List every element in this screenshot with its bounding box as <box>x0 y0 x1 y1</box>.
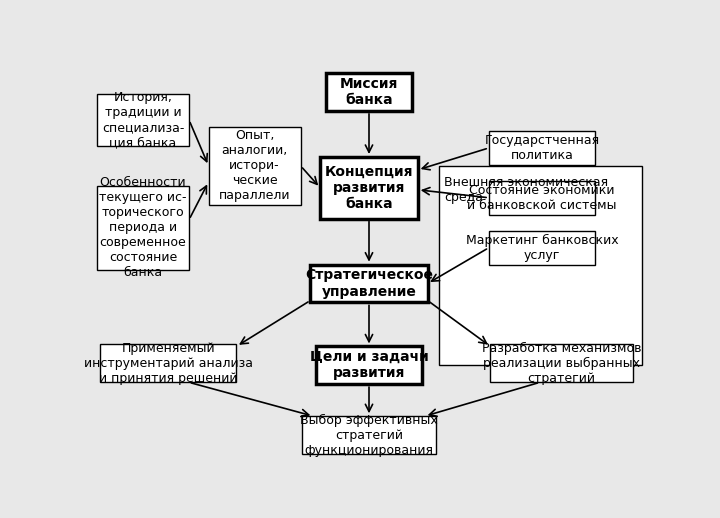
FancyBboxPatch shape <box>489 231 595 265</box>
FancyBboxPatch shape <box>490 344 633 382</box>
Text: Концепция
развития
банка: Концепция развития банка <box>325 165 413 211</box>
FancyBboxPatch shape <box>209 127 301 205</box>
FancyBboxPatch shape <box>489 181 595 215</box>
FancyBboxPatch shape <box>438 166 642 365</box>
Text: Миссия
банка: Миссия банка <box>340 77 398 107</box>
Text: Применяемый
инструментарий анализа
и принятия решений: Применяемый инструментарий анализа и при… <box>84 342 253 385</box>
FancyBboxPatch shape <box>302 416 436 454</box>
FancyBboxPatch shape <box>100 344 236 382</box>
FancyBboxPatch shape <box>97 186 189 269</box>
FancyBboxPatch shape <box>325 73 413 111</box>
Text: Выбор эффективных
стратегий
функционирования: Выбор эффективных стратегий функциониров… <box>300 413 438 457</box>
FancyBboxPatch shape <box>489 131 595 165</box>
Text: Особенности
текущего ис-
торического
периода и
современное
состояние
банка: Особенности текущего ис- торического пер… <box>99 176 186 279</box>
Text: Разработка механизмов
реализации выбранных
стратегий: Разработка механизмов реализации выбранн… <box>482 342 642 385</box>
Text: История,
традиции и
специализа-
ция банка: История, традиции и специализа- ция банк… <box>102 91 184 149</box>
Text: Цели и задачи
развития: Цели и задачи развития <box>310 350 428 380</box>
Text: Государстченная
политика: Государстченная политика <box>485 134 600 162</box>
FancyBboxPatch shape <box>310 265 428 303</box>
Text: Опыт,
аналогии,
истори-
ческие
параллели: Опыт, аналогии, истори- ческие параллели <box>219 130 290 203</box>
Text: Внешняя экономическая
среда: Внешняя экономическая среда <box>444 176 608 204</box>
Text: Стратегическое
управление: Стратегическое управление <box>305 268 433 299</box>
FancyBboxPatch shape <box>97 94 189 146</box>
FancyBboxPatch shape <box>320 157 418 219</box>
Text: Состояние экономики
и банковской системы: Состояние экономики и банковской системы <box>467 184 617 212</box>
Text: Маркетинг банковских
услуг: Маркетинг банковских услуг <box>466 234 618 262</box>
FancyBboxPatch shape <box>316 347 422 384</box>
